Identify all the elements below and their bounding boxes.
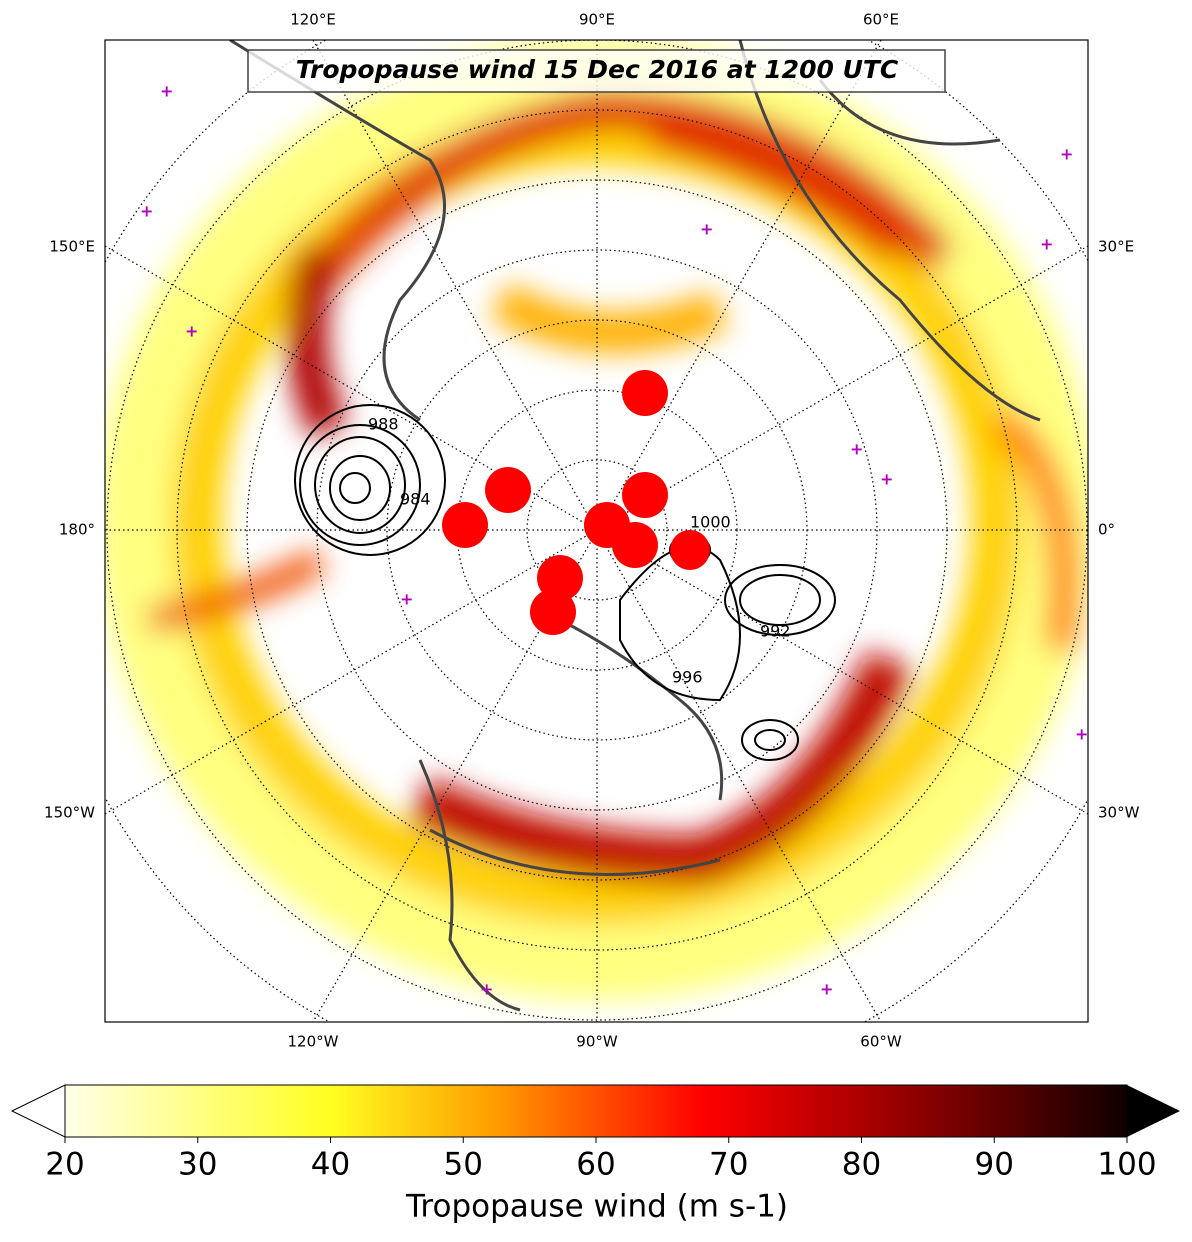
colorbar-tick-label: 20 — [45, 1147, 84, 1183]
colorbar-tick-label: 100 — [1097, 1147, 1156, 1183]
lon-label: 30°E — [1098, 238, 1134, 256]
colorbar-label: Tropopause wind (m s-1) — [405, 1189, 788, 1225]
low-centers — [442, 370, 710, 635]
contour-label: 988 — [368, 415, 399, 434]
svg-text:+: + — [1075, 725, 1088, 744]
map-frame — [104, 39, 1089, 1023]
svg-text:+: + — [480, 980, 493, 999]
contour-label: 996 — [672, 668, 703, 687]
contour-label: 992 — [760, 622, 791, 641]
lon-label: 150°E — [49, 238, 95, 256]
map: + + + + + + + + + + + + 988 1000 984 992 996 Tro… — [105, 40, 1088, 1022]
contour-labels: 988 1000 984 992 996 — [368, 415, 791, 687]
lon-label: 120°E — [290, 11, 336, 29]
station-markers: + + + + + + + + + + + + — [140, 82, 1088, 999]
lon-label: 150°W — [44, 804, 95, 822]
colorbar-tick-label: 70 — [709, 1147, 748, 1183]
title-box — [247, 49, 946, 93]
colorbar-tick-label: 60 — [576, 1147, 615, 1183]
svg-text:+: + — [700, 220, 713, 239]
colorbar: Tropopause wind (m s-1) 20 30 40 50 60 70 80 90… — [10, 1084, 1180, 1225]
lon-label: 60°W — [860, 1033, 902, 1051]
contour-label: 1000 — [690, 513, 731, 532]
lon-label: 60°E — [863, 11, 899, 29]
svg-text:+: + — [1060, 145, 1073, 164]
lon-label: 90°W — [576, 1033, 618, 1051]
colorbar-tick-label: 40 — [311, 1147, 350, 1183]
lon-label: 120°W — [288, 1033, 339, 1051]
svg-text:+: + — [820, 980, 833, 999]
contour-label: 984 — [400, 490, 431, 509]
colorbar-tick-label: 30 — [178, 1147, 217, 1183]
svg-text:+: + — [880, 470, 893, 489]
svg-text:+: + — [1040, 235, 1053, 254]
longitude-labels: 120°E 90°E 60°E 150°E 180° 150°W 30°E 0°… — [44, 11, 1140, 1051]
map-title: Tropopause wind 15 Dec 2016 at 1200 UTC — [296, 55, 899, 84]
colorbar-tick-label: 90 — [975, 1147, 1014, 1183]
lon-label: 30°W — [1098, 804, 1140, 822]
lon-label: 0° — [1098, 521, 1115, 539]
colorbar-extend-high — [1127, 1085, 1180, 1137]
colorbar-bar — [64, 1084, 1128, 1138]
lon-label: 180° — [59, 521, 95, 539]
coastlines — [229, 40, 1041, 1012]
svg-text:+: + — [400, 590, 413, 609]
svg-text:+: + — [140, 202, 153, 221]
svg-text:+: + — [160, 82, 173, 101]
colorbar-tick-label: 50 — [444, 1147, 483, 1183]
lon-label: 90°E — [579, 11, 615, 29]
svg-text:+: + — [185, 322, 198, 341]
svg-text:+: + — [850, 440, 863, 459]
colorbar-tick-label: 80 — [842, 1147, 881, 1183]
colorbar-extend-low — [10, 1084, 66, 1138]
